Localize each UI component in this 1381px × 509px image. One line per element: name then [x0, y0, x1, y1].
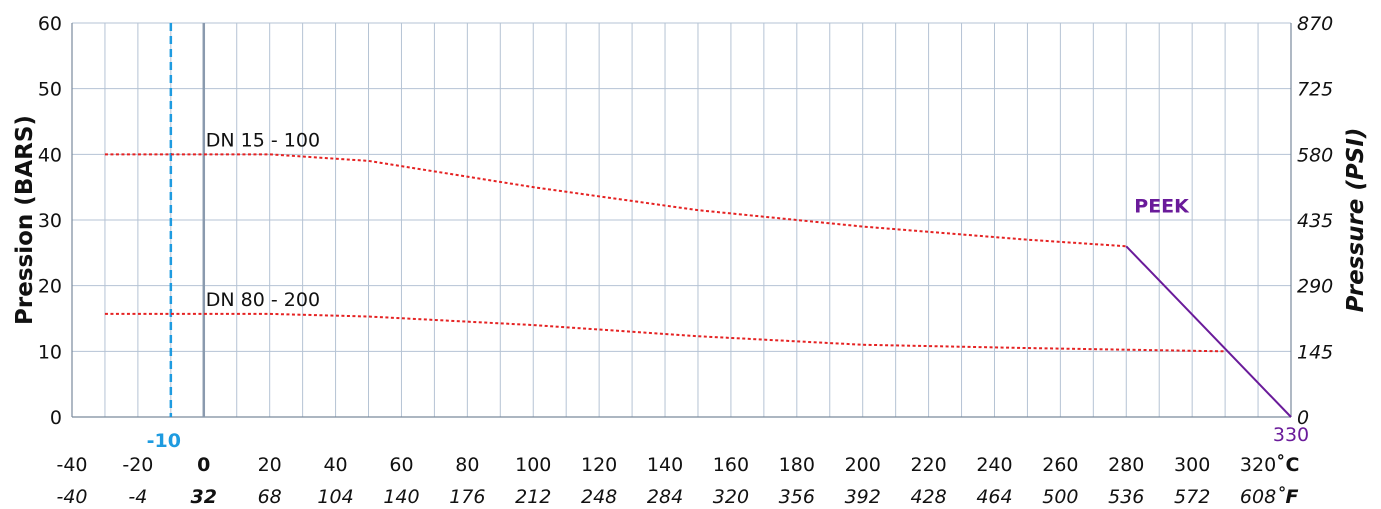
x-tick-fahrenheit: 176	[449, 486, 485, 508]
x-tick-celsius: 60	[389, 454, 413, 476]
x-tick-celsius: 200	[845, 454, 881, 476]
grid	[71, 22, 1292, 418]
y-tick-left: 20	[38, 276, 62, 298]
y-tick-left: 10	[38, 341, 62, 363]
x-tick-fahrenheit: 212	[515, 486, 551, 508]
x-tick-celsius: 180	[779, 454, 815, 476]
x-tick-fahrenheit: 32	[191, 486, 217, 508]
x-tick-fahrenheit: -4	[128, 486, 147, 508]
series-line-1	[104, 153, 1127, 248]
y-tick-right: 0	[1297, 407, 1309, 429]
marker-label: -10	[147, 430, 181, 452]
y-tick-right: 725	[1297, 79, 1333, 101]
y-tick-right: 290	[1297, 276, 1333, 298]
y-tick-left: 30	[38, 210, 62, 232]
x-tick-celsius: 320	[1240, 454, 1276, 476]
x-tick-fahrenheit: 500	[1042, 486, 1078, 508]
x-tick-celsius: 280	[1108, 454, 1144, 476]
x-tick-fahrenheit: 320	[713, 486, 749, 508]
x-tick-fahrenheit: 356	[779, 486, 815, 508]
x-tick-celsius: 40	[323, 454, 347, 476]
x-tick-fahrenheit: 464	[976, 486, 1012, 508]
x-tick-celsius: 80	[455, 454, 479, 476]
x-tick-celsius: -40	[56, 454, 87, 476]
y-tick-left: 50	[38, 79, 62, 101]
x-tick-celsius: 100	[515, 454, 551, 476]
x-tick-fahrenheit: 68	[258, 486, 282, 508]
x-tick-fahrenheit: 284	[647, 486, 683, 508]
minimum-temperature-marker: -10	[147, 23, 181, 452]
y-tick-right: 435	[1297, 210, 1333, 232]
x-tick-fahrenheit: 140	[383, 486, 419, 508]
x-tick-fahrenheit: 392	[845, 486, 881, 508]
x-tick-fahrenheit: 248	[581, 486, 617, 508]
x-tick-fahrenheit: 104	[317, 486, 353, 508]
x-tick-fahrenheit: 428	[910, 486, 946, 508]
unit-fahrenheit-label: ˚F	[1276, 485, 1299, 508]
peek-label: PEEK	[1134, 195, 1190, 217]
y-tick-left: 40	[38, 144, 62, 166]
x-tick-celsius: 220	[910, 454, 946, 476]
peek-limit-line	[1125, 245, 1292, 418]
tick-labels: -40 -20 0 20 40 60 80 100 120 140 160 180 200 220 240 2…	[38, 13, 1333, 508]
x-tick-celsius: 260	[1042, 454, 1078, 476]
x-tick-celsius: -20	[122, 454, 153, 476]
x-tick-celsius: 140	[647, 454, 683, 476]
y-tick-left: 60	[38, 13, 62, 35]
x-tick-fahrenheit: 572	[1174, 486, 1210, 508]
series-label-1: DN 15 - 100	[206, 129, 320, 151]
x-tick-fahrenheit: -40	[56, 486, 87, 508]
x-tick-celsius: 240	[976, 454, 1012, 476]
chart-labels: DN 15 - 100 DN 80 - 200 PEEK 330	[206, 129, 1309, 446]
x-tick-fahrenheit: 536	[1108, 486, 1144, 508]
y-tick-right: 580	[1297, 144, 1333, 166]
y-tick-right: 145	[1297, 341, 1333, 363]
x-tick-celsius: 300	[1174, 454, 1210, 476]
x-tick-celsius: 20	[258, 454, 282, 476]
x-tick-celsius: 160	[713, 454, 749, 476]
series-label-2: DN 80 - 200	[206, 289, 320, 311]
x-tick-celsius: 120	[581, 454, 617, 476]
peek-end-label: 330	[1273, 424, 1309, 446]
y-tick-left: 0	[50, 407, 62, 429]
peek-line	[1125, 245, 1292, 418]
y-axis-title-left: Pression (BARS)	[12, 115, 38, 325]
series-lines	[104, 153, 1226, 353]
y-tick-right: 870	[1297, 13, 1333, 35]
y-axis-title-right: Pressure (PSI)	[1343, 128, 1369, 313]
unit-celsius-label: ˚C	[1276, 453, 1299, 476]
x-tick-celsius: 0	[197, 454, 210, 476]
x-tick-fahrenheit: 608	[1240, 486, 1276, 508]
